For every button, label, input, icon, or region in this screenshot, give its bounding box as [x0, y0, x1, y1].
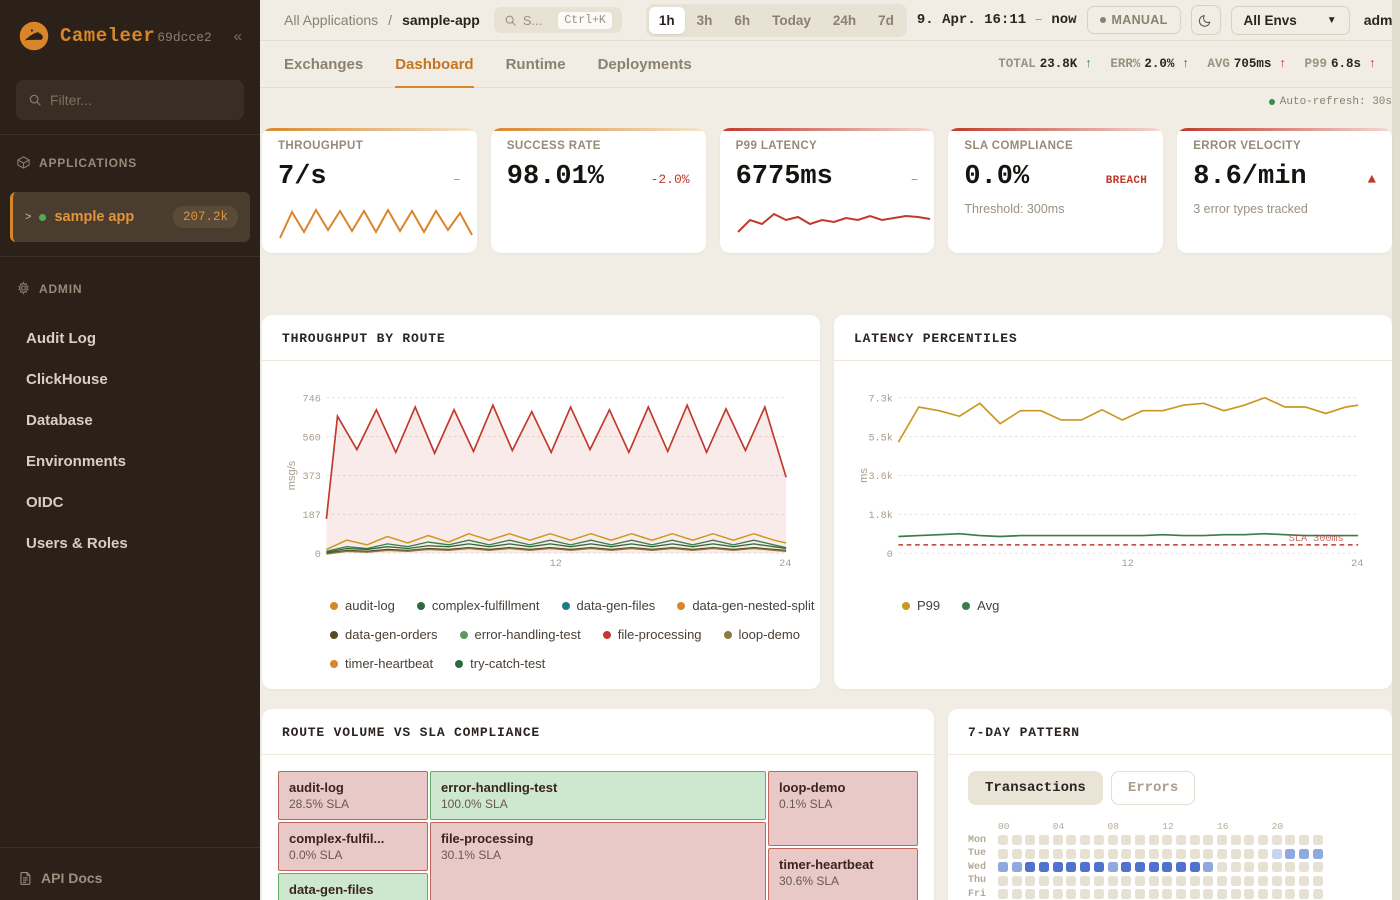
svg-text:5.5k: 5.5k: [868, 432, 892, 444]
svg-text:187: 187: [303, 511, 321, 522]
svg-text:3.6k: 3.6k: [868, 471, 892, 483]
svg-text:SLA 300ms: SLA 300ms: [1289, 534, 1344, 545]
svg-text:ms: ms: [858, 468, 870, 483]
svg-text:12: 12: [550, 559, 562, 570]
svg-text:373: 373: [303, 472, 321, 483]
svg-text:560: 560: [303, 433, 321, 444]
svg-text:0: 0: [315, 550, 321, 561]
svg-text:746: 746: [303, 394, 321, 405]
svg-text:24: 24: [1351, 559, 1363, 570]
svg-text:1.8k: 1.8k: [868, 510, 892, 522]
svg-text:12: 12: [1122, 559, 1134, 570]
svg-text:0: 0: [887, 550, 893, 561]
svg-text:24: 24: [779, 559, 791, 570]
svg-text:7.3k: 7.3k: [868, 393, 892, 405]
svg-text:msg/s: msg/s: [286, 460, 298, 490]
